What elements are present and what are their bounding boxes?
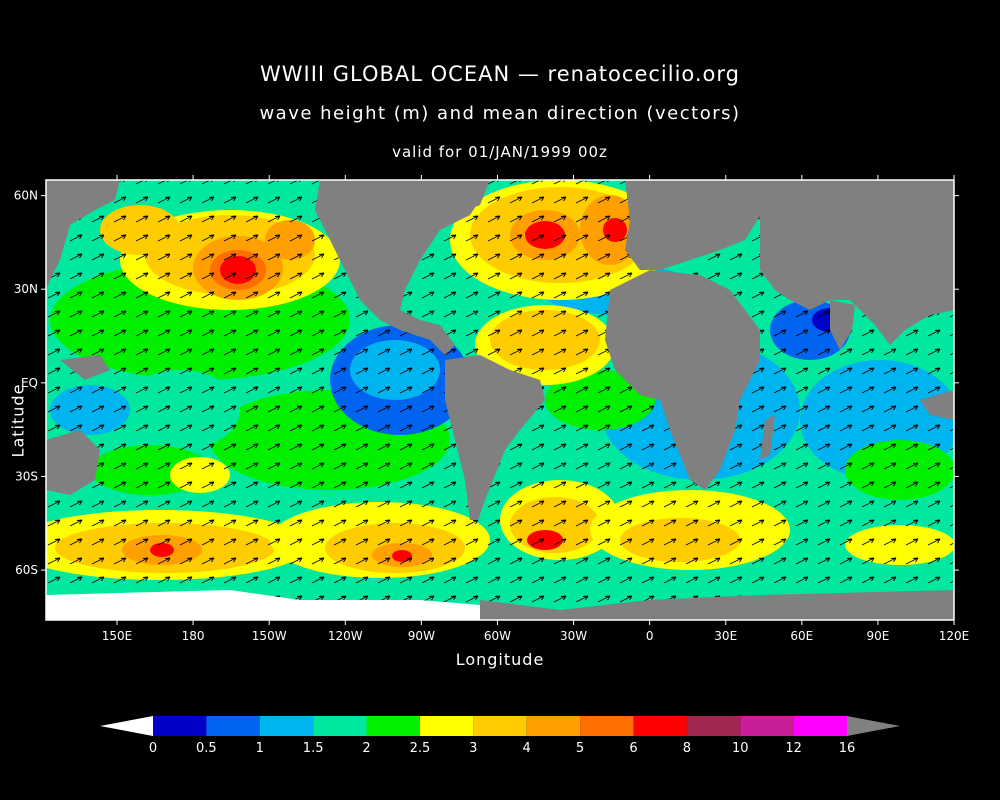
map-title: WWIII GLOBAL OCEAN — renatocecilio.org <box>259 62 741 86</box>
colorbar-segment <box>206 716 260 736</box>
colorbar-segment <box>473 716 527 736</box>
lon-tick-label: 30E <box>714 629 737 643</box>
colorbar-segment <box>633 716 687 736</box>
lat-tick-label: 30S <box>15 469 38 483</box>
lon-tick-label: 90E <box>866 629 889 643</box>
colorbar-label: 12 <box>785 741 802 756</box>
colorbar-low-end <box>100 716 153 736</box>
colorbar-segment <box>793 716 847 736</box>
plot-frame <box>45 179 955 621</box>
colorbar-high-end <box>847 716 900 736</box>
colorbar-label: 0 <box>149 741 157 756</box>
colorbar-segment <box>580 716 634 736</box>
lat-tick-label: 30N <box>14 282 38 296</box>
colorbar-label: 1.5 <box>303 741 324 756</box>
colorbar-segment <box>686 716 741 736</box>
colorbar-label: 1 <box>256 741 264 756</box>
lon-tick-label: 180 <box>182 629 205 643</box>
map-subtitle: wave height (m) and mean direction (vect… <box>259 103 741 124</box>
lon-tick-label: 120W <box>328 629 363 643</box>
lon-tick-label: 120E <box>939 629 970 643</box>
colorbar-segment <box>313 716 367 736</box>
lon-tick-label: 150W <box>252 629 287 643</box>
x-axis-label: Longitude <box>455 650 545 669</box>
colorbar-label: 8 <box>683 741 691 756</box>
latitude-ticks: 60N 30N EQ 30S 60S <box>14 189 959 577</box>
colorbar: 0 0.5 1 1.5 2 2.5 3 4 5 6 8 10 12 16 <box>100 716 900 756</box>
colorbar-label: 3 <box>469 741 477 756</box>
colorbar-label: 6 <box>629 741 637 756</box>
colorbar-label: 2.5 <box>410 741 431 756</box>
lat-tick-label: EQ <box>21 376 38 390</box>
land-masses <box>46 180 954 620</box>
lon-tick-label: 90W <box>408 629 435 643</box>
colorbar-label: 10 <box>732 741 749 756</box>
colorbar-segment <box>740 716 794 736</box>
colorbar-segment <box>419 716 474 736</box>
plot-area <box>46 180 954 620</box>
colorbar-segment <box>366 716 420 736</box>
lon-tick-label: 30W <box>560 629 587 643</box>
colorbar-label: 16 <box>839 741 856 756</box>
lon-tick-label: 60E <box>790 629 813 643</box>
lon-tick-label: 150E <box>102 629 133 643</box>
colorbar-segment <box>259 716 314 736</box>
lon-tick-label: 60W <box>484 629 511 643</box>
lon-tick-label: 0 <box>646 629 654 643</box>
longitude-ticks: 150E 180 150W 120W 90W 60W 30W 0 30E 60E 90E 120E <box>102 175 969 643</box>
colorbar-label: 4 <box>523 741 531 756</box>
colorbar-segment <box>526 716 581 736</box>
lat-tick-label: 60N <box>14 189 38 203</box>
y-axis-label: Latitude <box>8 383 28 458</box>
colorbar-segment <box>153 716 207 736</box>
colorbar-label: 0.5 <box>196 741 217 756</box>
lat-tick-label: 60S <box>15 563 38 577</box>
colorbar-label: 5 <box>576 741 584 756</box>
colorbar-label: 2 <box>362 741 370 756</box>
valid-time: valid for 01/JAN/1999 00z <box>392 143 608 161</box>
